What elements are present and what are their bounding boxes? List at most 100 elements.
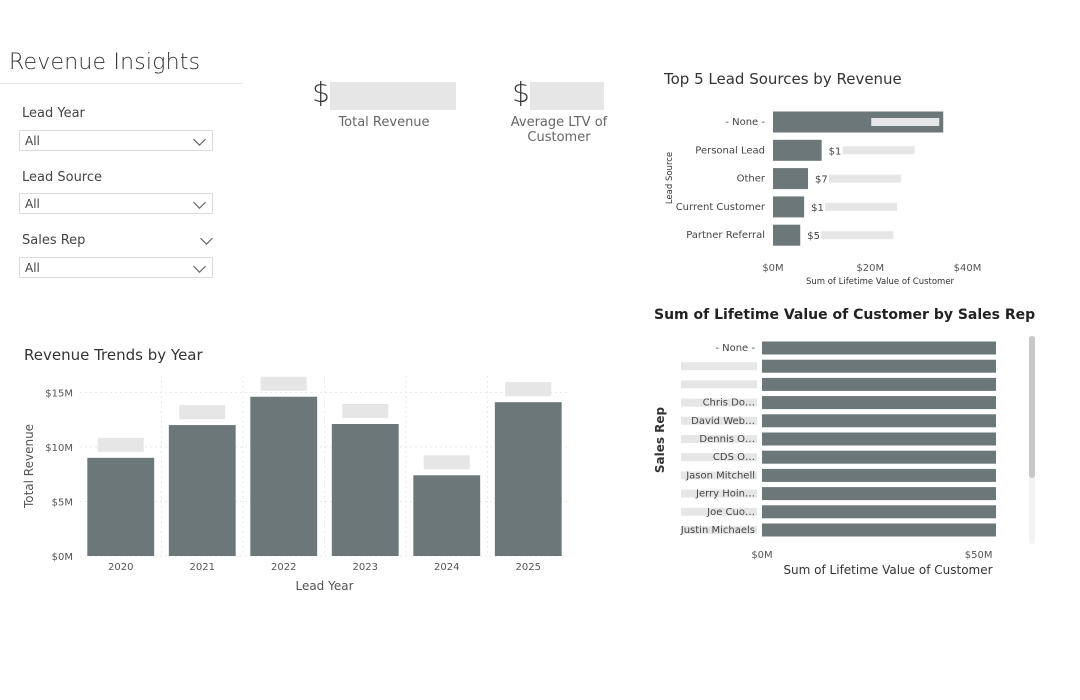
bar	[773, 111, 944, 133]
y-tick-label: Justin Michaels	[680, 525, 755, 536]
title-divider	[0, 83, 242, 84]
lead-source-label: Lead Source	[22, 170, 103, 185]
data-label-redacted	[821, 231, 894, 240]
data-label-redacted	[179, 405, 226, 420]
x-tick-label: $0M	[751, 550, 772, 561]
y-axis-title: Lead Source	[665, 152, 675, 204]
x-tick-label: $0M	[762, 263, 783, 274]
x-tick-label: $40M	[954, 263, 982, 274]
ltv-by-rep-chart: - None - Chris Do… David Web… Dennis O… CDS …	[653, 336, 1035, 577]
y-tick-label: CDS O…	[713, 452, 755, 463]
y-label-redacted	[681, 398, 757, 407]
y-tick-label: $0M	[52, 552, 73, 563]
bar	[87, 457, 155, 556]
lead-year-dropdown[interactable]: All	[19, 130, 213, 151]
y-tick-label: Joe Cuo…	[706, 507, 755, 518]
scrollbar-thumb[interactable]	[1029, 336, 1035, 478]
data-label: $1	[811, 203, 824, 214]
y-tick-label: Personal Lead	[695, 145, 765, 156]
y-tick-label: Dennis O…	[699, 434, 755, 445]
lead-year-label: Lead Year	[22, 106, 85, 121]
sales-rep-dropdown[interactable]: All	[19, 257, 213, 278]
y-tick-label: Current Customer	[676, 202, 766, 213]
y-label-redacted	[681, 380, 757, 389]
y-tick-label: Jerry Hoin…	[695, 489, 755, 500]
bar	[773, 139, 822, 161]
sales-rep-collapse-icon[interactable]	[200, 232, 213, 245]
y-label-redacted	[681, 435, 757, 443]
data-label-redacted	[260, 376, 307, 391]
y-tick-label: David Web…	[691, 416, 755, 427]
data-label-redacted	[97, 437, 144, 452]
y-tick-label: Chris Do…	[703, 398, 755, 409]
total-revenue-value-redacted	[330, 82, 456, 110]
x-tick-label: 2022	[271, 562, 296, 573]
bar	[762, 341, 996, 355]
y-label-redacted	[681, 526, 757, 534]
data-label-redacted	[825, 202, 898, 211]
y-axis-title: Total Revenue	[22, 424, 36, 509]
bar	[762, 432, 996, 446]
x-tick-label: $20M	[856, 263, 884, 274]
lead-sources-chart: $0M $20M $40M - None - Personal Lead $1 Other $…	[665, 111, 982, 287]
lead-source-value: All	[25, 197, 40, 211]
bar	[773, 196, 805, 218]
chevron-down-icon	[193, 196, 206, 209]
bar	[494, 402, 562, 556]
lead-source-dropdown[interactable]: All	[19, 193, 213, 214]
data-label-redacted	[842, 146, 915, 155]
sales-rep-label: Sales Rep	[22, 233, 86, 248]
page-title: Revenue Insights	[9, 50, 201, 75]
bar	[762, 505, 996, 519]
y-tick-label: - None -	[725, 117, 765, 128]
lead-year-value: All	[25, 134, 40, 148]
total-revenue-prefix: $	[312, 76, 330, 109]
y-label-redacted	[681, 471, 757, 480]
x-axis-title: Sum of Lifetime Value of Customer	[783, 563, 992, 577]
y-tick-label: $15M	[45, 388, 73, 399]
data-label: $1	[829, 146, 842, 157]
bar	[773, 224, 801, 246]
x-tick-label: $50M	[965, 550, 993, 561]
x-tick-label: 2020	[108, 562, 133, 573]
data-label: $5	[807, 231, 820, 242]
data-label-redacted	[829, 174, 902, 183]
bar	[773, 168, 809, 190]
data-label-redacted	[342, 404, 389, 418]
lead-sources-chart-title: Top 5 Lead Sources by Revenue	[664, 70, 902, 88]
bar	[168, 425, 236, 556]
revenue-trend-chart-title: Revenue Trends by Year	[24, 346, 203, 364]
x-axis-title: Sum of Lifetime Value of Customer	[806, 277, 955, 287]
x-tick-label: 2025	[516, 562, 541, 573]
x-axis-title: Lead Year	[295, 579, 353, 593]
x-tick-label: 2021	[190, 562, 215, 573]
y-label-redacted	[681, 453, 757, 462]
data-label-redacted	[423, 455, 470, 470]
sales-rep-value: All	[25, 261, 40, 275]
data-label-redacted	[871, 118, 940, 126]
bar	[762, 450, 996, 464]
data-label-redacted	[505, 382, 552, 397]
avg-ltv-value-redacted	[530, 82, 604, 110]
revenue-trend-chart: $0M $5M $10M $15M 2020 2021 2022 2023 2024 2025 Le…	[22, 376, 569, 593]
chevron-down-icon	[193, 133, 206, 146]
y-tick-label: $10M	[45, 443, 73, 454]
bar	[762, 468, 996, 482]
y-label-redacted	[681, 507, 757, 516]
ltv-by-rep-chart-title: Sum of Lifetime Value of Customer by Sal…	[654, 307, 1036, 323]
y-tick-label: Other	[737, 174, 766, 185]
total-revenue-label: Total Revenue	[338, 115, 430, 130]
y-label-redacted	[681, 362, 757, 371]
y-label-redacted	[681, 416, 757, 425]
bar	[762, 377, 996, 391]
bar	[413, 475, 481, 556]
bar	[762, 396, 996, 410]
y-axis-title: Sales Rep	[653, 406, 667, 473]
y-tick-label: $5M	[52, 497, 73, 508]
bar	[331, 424, 399, 556]
bar	[762, 414, 996, 428]
y-tick-label: Partner Referral	[686, 230, 765, 241]
x-tick-label: 2023	[353, 562, 378, 573]
y-tick-label: - None -	[715, 343, 755, 354]
x-tick-label: 2024	[434, 562, 459, 573]
